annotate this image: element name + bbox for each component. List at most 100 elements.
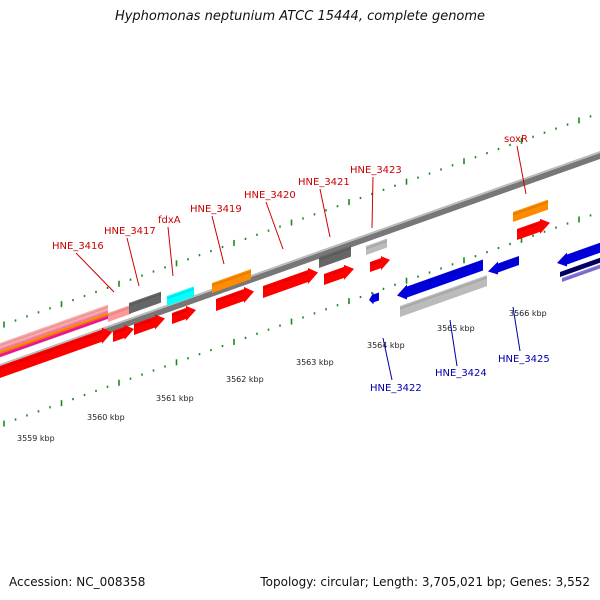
figure-title: Hyphomonas neptunium ATCC 15444, complet…	[114, 9, 486, 24]
gene-hne3421-shade	[319, 247, 351, 261]
blue-arrow-right	[557, 242, 600, 267]
red-arrow-left-long-body	[0, 327, 112, 378]
magenta-feature-shade	[0, 317, 108, 358]
grey-feature-reverse-body	[400, 275, 487, 317]
red-arrow-hne3417-shade	[113, 328, 125, 335]
gene-hne3419	[212, 269, 251, 293]
label-leader-line	[319, 188, 331, 238]
genome-summary-text: Topology: circular; Length: 3,705,021 bp…	[260, 575, 590, 589]
gene-soxR-body	[513, 199, 548, 222]
red-arrow-hne3421	[324, 264, 354, 285]
kbp-label: 3559 kbp	[17, 434, 55, 443]
gene-hne3421	[319, 245, 351, 268]
gene-soxR-shade	[513, 201, 548, 216]
gene-fdxA-body	[167, 286, 194, 306]
blue-arrow-hne3422-body	[369, 292, 379, 305]
red-arrow-hne3423	[370, 256, 390, 272]
kbp-label: 3561 kbp	[156, 394, 194, 403]
kbp-label: 3565 kbp	[437, 324, 475, 333]
gene-hne3416	[108, 304, 131, 322]
red-arrow-a	[134, 314, 165, 335]
gene-hne3423-body	[366, 238, 387, 255]
blue-arrow-hne3424	[397, 259, 483, 300]
kbp-label: 3566 kbp	[509, 309, 547, 318]
backbone-highlight	[0, 151, 600, 366]
grey-feature-reverse	[400, 275, 487, 317]
gene-label: HNE_3425	[498, 354, 550, 365]
light-pink-feature-body	[0, 304, 108, 348]
red-arrow-left-long-shade	[0, 331, 102, 370]
gene-hne3421-body	[319, 245, 351, 268]
blue-arrow-hne3424-shade	[407, 260, 483, 290]
navy-feature	[560, 257, 600, 277]
kbp-label: 3564 kbp	[367, 341, 405, 350]
red-arrow-left-long	[0, 327, 112, 378]
accession-text: Accession: NC_008358	[9, 575, 146, 589]
blue-arrow-right-shade	[567, 244, 600, 258]
label-leader-line	[382, 337, 393, 381]
label-leader-line	[265, 201, 284, 250]
lavender-feature	[562, 264, 600, 282]
gene-label: HNE_3422	[370, 383, 422, 394]
orange-feature-body	[0, 312, 108, 354]
backbone-line	[0, 153, 600, 372]
red-arrow-hne3421-shade	[324, 268, 344, 278]
gene-hne3417-upper-shade	[129, 293, 161, 307]
red-arrow-hne3420-body	[263, 268, 318, 298]
red-arrow-hne3419-body	[216, 287, 254, 311]
pink-feature-body	[0, 309, 108, 351]
red-arrow-hne3419-shade	[216, 290, 244, 303]
blue-arrow-hne3424-body	[397, 259, 483, 300]
blue-arrow-hne3425-body	[488, 255, 519, 275]
red-arrow-a-body	[134, 314, 165, 335]
kbp-label: 3562 kbp	[226, 375, 264, 384]
kbp-label: 3563 kbp	[296, 358, 334, 367]
red-arrow-hne3423-shade	[370, 259, 381, 266]
lavender-feature-shade	[562, 266, 600, 282]
gene-label: HNE_3419	[190, 204, 242, 215]
navy-feature-shade	[560, 259, 600, 276]
red-arrow-soxR	[517, 218, 550, 240]
red-arrow-hne3420	[263, 268, 318, 298]
gene-hne3417-upper	[129, 291, 161, 314]
red-arrow-hne3417	[113, 324, 134, 342]
blue-arrow-hne3425	[488, 255, 519, 275]
label-leader-line	[512, 306, 521, 352]
gene-soxR	[513, 199, 548, 222]
gene-hne3416-body	[108, 304, 131, 322]
gene-hne3423	[366, 238, 387, 255]
blue-arrow-hne3422-shade	[373, 293, 379, 298]
label-leader-line	[211, 215, 225, 265]
label-leader-line	[167, 226, 174, 277]
label-leader-line	[449, 319, 458, 367]
gene-label: soxR	[504, 134, 528, 145]
blue-arrow-right-body	[557, 242, 600, 267]
lavender-feature-body	[562, 264, 600, 282]
gene-label: HNE_3423	[350, 165, 402, 176]
blue-arrow-hne3425-shade	[498, 257, 519, 267]
light-pink-feature-shade	[0, 306, 108, 347]
label-leader-line	[516, 145, 527, 195]
magenta-feature	[0, 315, 108, 358]
gene-hne3416-shade	[108, 306, 131, 317]
gene-fdxA	[167, 286, 194, 306]
magenta-feature-body	[0, 315, 108, 357]
red-arrow-hne3423-body	[370, 256, 390, 272]
red-arrow-b-body	[172, 306, 196, 324]
red-arrow-soxR-shade	[517, 222, 540, 233]
red-arrow-hne3419	[216, 287, 254, 311]
red-arrow-soxR-body	[517, 218, 550, 240]
red-arrow-hne3420-shade	[263, 271, 308, 290]
red-arrow-hne3417-body	[113, 324, 134, 342]
label-leader-line	[75, 252, 115, 293]
gene-label: HNE_3416	[52, 241, 104, 252]
gene-hne3419-shade	[212, 270, 251, 287]
grey-feature-reverse-shade	[400, 276, 487, 310]
gene-label: fdxA	[158, 215, 181, 226]
gene-hne3423-shade	[366, 240, 387, 250]
red-arrow-hne3421-body	[324, 264, 354, 285]
gene-fdxA-shade	[167, 287, 194, 300]
kbp-label: 3560 kbp	[87, 413, 125, 422]
light-pink-feature	[0, 304, 108, 348]
